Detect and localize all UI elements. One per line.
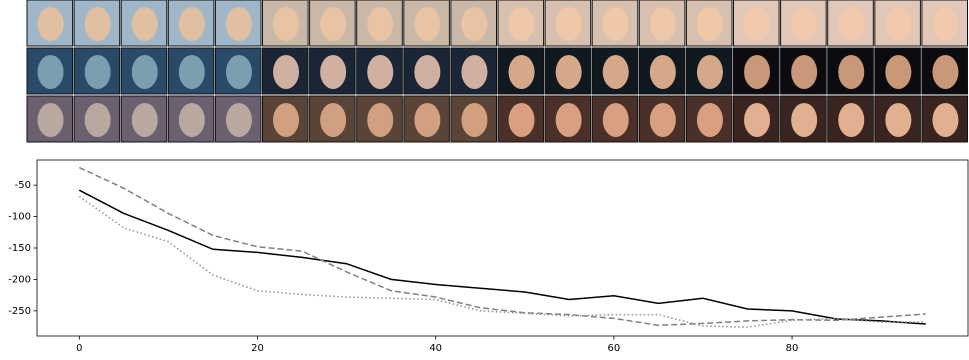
face [508, 55, 535, 89]
face [696, 55, 723, 89]
face [838, 7, 865, 41]
face [37, 7, 64, 41]
x-tick-label: 20 [251, 343, 264, 354]
y-tick-label: -50 [15, 180, 31, 191]
line-series [78, 189, 926, 325]
face [649, 55, 676, 89]
face [320, 7, 347, 41]
face [791, 103, 818, 137]
face [744, 103, 771, 137]
face [273, 7, 300, 41]
face [602, 103, 629, 137]
face [225, 7, 252, 41]
face [649, 7, 676, 41]
face [178, 55, 205, 89]
face [414, 103, 441, 137]
face [225, 103, 252, 137]
face [131, 7, 158, 41]
face [84, 103, 111, 137]
face [555, 55, 582, 89]
face [838, 103, 865, 137]
line-series [79, 166, 926, 327]
face [131, 55, 158, 89]
face [885, 103, 912, 137]
face [508, 103, 535, 137]
face [178, 7, 205, 41]
face [367, 103, 394, 137]
face [84, 55, 111, 89]
face [461, 103, 488, 137]
face [885, 55, 912, 89]
face [555, 103, 582, 137]
face [131, 103, 158, 137]
face [37, 55, 64, 89]
face [273, 103, 300, 137]
face [508, 7, 535, 41]
face [602, 55, 629, 89]
face [367, 7, 394, 41]
y-tick-label: -250 [8, 306, 31, 317]
face [84, 7, 111, 41]
face [932, 103, 959, 137]
y-tick-label: -150 [8, 243, 31, 254]
face [602, 7, 629, 41]
face [414, 7, 441, 41]
y-tick-label: -200 [8, 274, 31, 285]
face [932, 55, 959, 89]
face [932, 7, 959, 41]
face [320, 103, 347, 137]
face [320, 55, 347, 89]
face [791, 55, 818, 89]
face [885, 7, 912, 41]
face [649, 103, 676, 137]
line-series [78, 195, 926, 328]
face [225, 55, 252, 89]
face-grid [26, 0, 969, 143]
x-tick-label: 0 [76, 343, 82, 354]
y-tick-label: -100 [8, 212, 31, 223]
face [461, 7, 488, 41]
face [273, 55, 300, 89]
x-tick-label: 80 [786, 343, 799, 354]
face [461, 55, 488, 89]
face [744, 55, 771, 89]
face [838, 55, 865, 89]
face [744, 7, 771, 41]
x-tick-label: 60 [607, 343, 620, 354]
face [791, 7, 818, 41]
face [37, 103, 64, 137]
face [555, 7, 582, 41]
face [696, 103, 723, 137]
face [414, 55, 441, 89]
face [696, 7, 723, 41]
face [178, 103, 205, 137]
x-tick-label: 40 [429, 343, 442, 354]
face [367, 55, 394, 89]
